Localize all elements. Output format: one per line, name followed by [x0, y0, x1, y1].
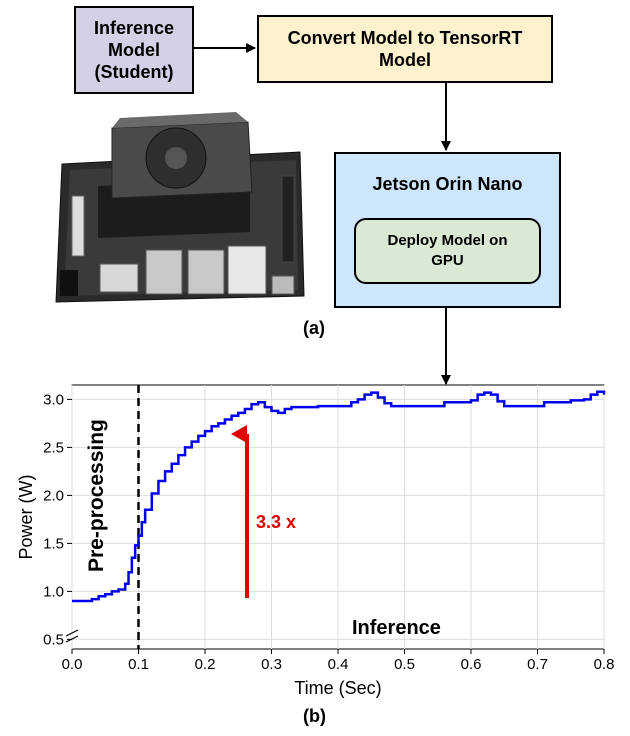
convert-box-label: Convert Model to TensorRT Model — [287, 28, 523, 70]
power-chart: 0.0 0.1 0.2 0.3 0.4 0.5 0.6 0.7 0.8 0.5 1.0 1.5 2.0 2… — [16, 384, 614, 698]
tick-labels: 0.0 0.1 0.2 0.3 0.4 0.5 0.6 0.7 0.8 0.5 1.0 1.5 2.0 2… — [43, 391, 614, 673]
preprocessing-label: Pre-processing — [85, 419, 108, 572]
inference-label: Inference — [352, 617, 441, 639]
y-tick-label: 0.5 — [43, 631, 64, 648]
y-tick-label: 2.0 — [43, 487, 64, 504]
caption-a: (a) — [303, 318, 325, 338]
x-tick-label: 0.3 — [261, 656, 282, 673]
grid — [71, 385, 605, 649]
y-axis-label: Power (W) — [16, 475, 36, 560]
y-tick-label: 2.5 — [43, 439, 64, 456]
deploy-box-label: Deploy Model on GPU — [387, 232, 508, 269]
x-tick-label: 0.7 — [527, 656, 548, 673]
caption-b: (b) — [303, 706, 326, 726]
x-tick-label: 0.6 — [461, 656, 482, 673]
x-tick-label: 0.2 — [195, 656, 216, 673]
x-tick-label: 0.8 — [594, 656, 615, 673]
student-box-label: Inference Model (Student) — [93, 18, 175, 82]
x-tick-label: 0.1 — [128, 656, 149, 673]
y-tick-label: 3.0 — [43, 391, 64, 408]
y-tick-label: 1.5 — [43, 535, 64, 552]
x-tick-label: 0.5 — [394, 656, 415, 673]
convert-tensorrt-box: Convert Model to TensorRT Model — [257, 15, 553, 83]
power-series-line — [72, 390, 606, 603]
inference-model-student-box: Inference Model (Student) — [74, 6, 194, 94]
jetson-board-image — [55, 112, 305, 303]
x-tick-label: 0.4 — [328, 656, 349, 673]
x-axis-label: Time (Sec) — [294, 678, 381, 698]
y-tick-label: 1.0 — [43, 583, 64, 600]
speedup-label: 3.3 x — [256, 512, 296, 532]
jetson-title: Jetson Orin Nano — [372, 174, 523, 194]
jetson-orin-nano-box: Jetson Orin Nano Deploy Model on GPU — [334, 152, 561, 308]
x-tick-label: 0.0 — [62, 656, 83, 673]
deploy-model-box: Deploy Model on GPU — [354, 218, 541, 284]
axis-break-icon — [65, 629, 79, 643]
